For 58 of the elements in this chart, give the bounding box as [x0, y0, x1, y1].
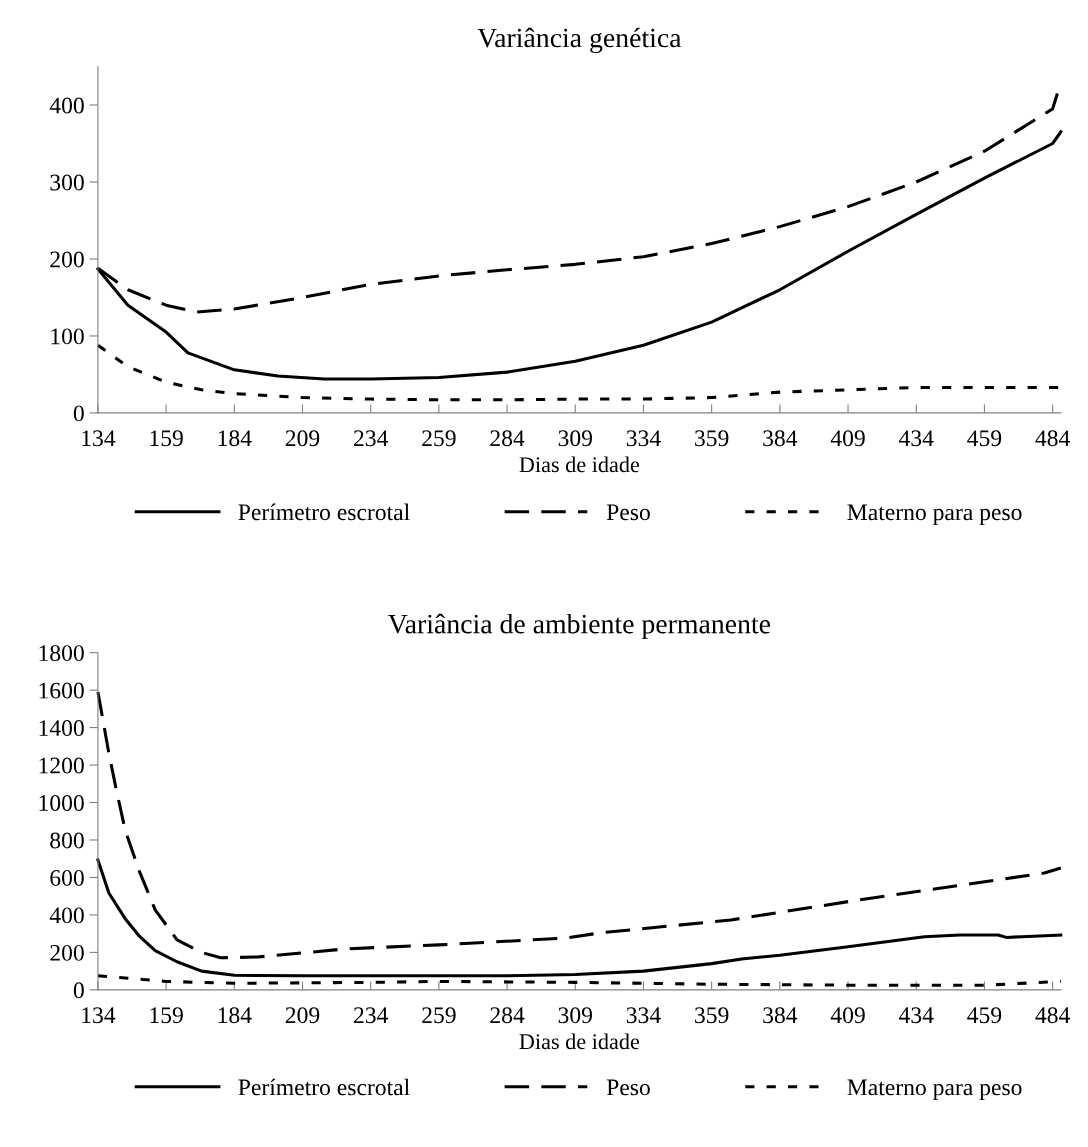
x-axis-title: Dias de idade	[519, 1033, 640, 1050]
y-tick-label: 300	[50, 174, 84, 191]
x-tick-label: 159	[150, 430, 183, 447]
line-series	[96, 974, 1063, 987]
x-tick-label: 484	[1035, 1007, 1070, 1024]
legend-label: Perímetro escrotal	[238, 1078, 410, 1096]
y-tick-label: 800	[50, 832, 84, 849]
y-tick-label: 1200	[39, 757, 84, 774]
x-tick-label: 184	[218, 430, 252, 447]
x-tick-label: 484	[1035, 430, 1070, 447]
legend-label: Peso	[606, 1079, 650, 1096]
x-tick-label: 359	[695, 430, 729, 447]
chart-title: Variância de ambiente permanente	[388, 613, 771, 640]
y-tick-label: 0	[73, 982, 84, 999]
x-tick-label: 234	[354, 1007, 389, 1024]
x-tick-label: 334	[626, 1007, 661, 1024]
y-tick-label: 200	[50, 944, 84, 961]
line-series	[96, 858, 1063, 978]
legend-label: Peso	[606, 504, 650, 521]
x-tick-label: 409	[830, 430, 865, 447]
y-tick-label: 0	[73, 405, 84, 422]
x-tick-label: 434	[898, 430, 934, 447]
legend-label: Materno para peso	[847, 1079, 1022, 1101]
x-tick-label: 459	[967, 430, 1002, 447]
x-tick-label: 334	[626, 430, 661, 447]
x-tick-label: 134	[82, 430, 116, 447]
x-tick-label: 234	[354, 430, 389, 447]
x-tick-label: 309	[558, 1007, 593, 1024]
x-tick-label: 434	[898, 1007, 934, 1024]
legend-label: Perímetro escrotal	[238, 503, 410, 521]
x-tick-label: 259	[422, 430, 456, 447]
x-axis-title: Dias de idade	[519, 456, 640, 473]
y-tick-label: 600	[50, 869, 84, 886]
y-tick-label: 1400	[39, 720, 84, 736]
x-tick-label: 209	[285, 430, 320, 447]
y-tick-label: 100	[51, 328, 84, 345]
x-tick-label: 284	[490, 1007, 525, 1024]
x-tick-label: 384	[763, 1007, 798, 1024]
y-tick-label: 400	[49, 907, 84, 924]
x-tick-label: 209	[285, 1007, 320, 1024]
y-tick-label: 1000	[39, 795, 84, 811]
y-tick-label: 1600	[39, 682, 84, 699]
x-tick-label: 359	[695, 1007, 729, 1024]
chart-title: Variância genética	[477, 27, 682, 54]
y-tick-label: 400	[49, 97, 84, 114]
legend-label: Materno para peso	[847, 504, 1022, 526]
y-tick-label: 200	[50, 251, 84, 268]
x-tick-label: 134	[82, 1007, 116, 1024]
x-tick-label: 284	[490, 430, 525, 447]
x-tick-label: 159	[150, 1007, 183, 1024]
x-tick-label: 384	[763, 430, 798, 447]
x-tick-label: 459	[967, 1007, 1002, 1024]
x-tick-label: 184	[218, 1007, 252, 1024]
line-series	[96, 690, 1063, 960]
x-tick-label: 409	[830, 1007, 865, 1024]
x-tick-label: 309	[558, 430, 593, 447]
x-tick-label: 259	[422, 1007, 456, 1024]
y-tick-label: 1800	[39, 645, 84, 662]
